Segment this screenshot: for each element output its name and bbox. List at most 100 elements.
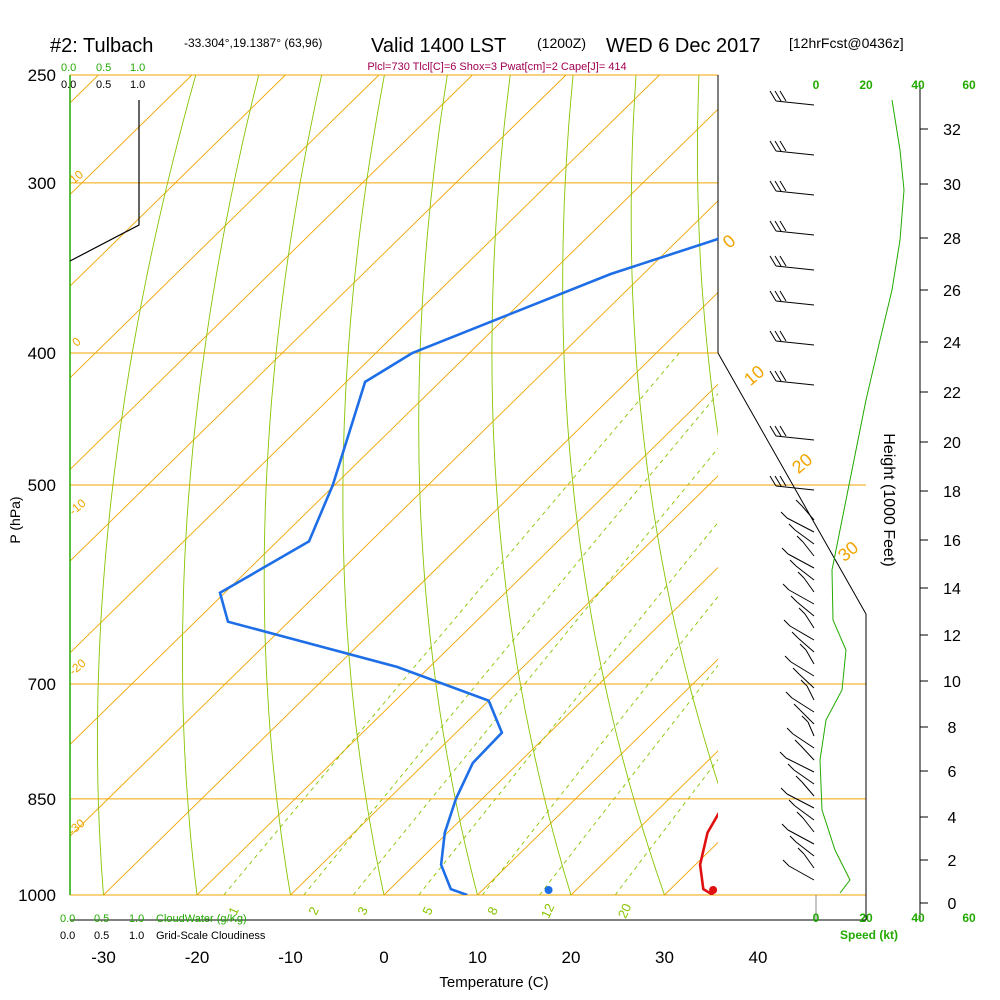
wind-barb xyxy=(794,739,815,761)
cloudwater-tick-top: 0.0 xyxy=(61,62,76,74)
title-utc: (1200Z) xyxy=(537,35,586,51)
cloudiness-label: Grid-Scale Cloudiness xyxy=(156,930,266,942)
speed-axis-label: Speed (kt) xyxy=(840,928,898,942)
isotherm-label: 0 xyxy=(69,334,83,349)
cloudiness-profile xyxy=(69,75,140,895)
wind-barb xyxy=(780,787,815,809)
dry-adiabat-line xyxy=(96,75,197,895)
wind-barb xyxy=(769,140,815,156)
cloudwater-tick-bottom: 0.0 xyxy=(60,913,75,925)
pressure-tick-label: 700 xyxy=(28,675,56,694)
wind-barb xyxy=(792,667,815,689)
height-tick-label: 30 xyxy=(943,177,961,194)
cloudwater-scale-bottom: 0.0 0.5 1.0 CloudWater (g/Kg) 0.0 0.5 1.… xyxy=(60,913,266,942)
isotherm-line xyxy=(383,566,718,895)
mixing-ratio-label: 5 xyxy=(419,904,436,917)
height-tick-label: 18 xyxy=(943,484,961,501)
wind-barbs xyxy=(769,90,815,881)
wind-barb xyxy=(795,775,815,797)
height-tick-label: 20 xyxy=(943,435,961,452)
isotherm-line xyxy=(0,75,5,895)
wind-barb xyxy=(786,727,815,749)
mixing-ratio-line xyxy=(539,664,718,895)
cloudwater-label: CloudWater (g/Kg) xyxy=(156,913,247,925)
height-tick-label: 22 xyxy=(943,385,961,402)
wind-barb xyxy=(791,631,815,653)
wind-barb xyxy=(782,583,815,605)
wind-barb xyxy=(781,823,815,845)
wind-barb xyxy=(788,799,815,821)
dry-adiabat-line xyxy=(342,75,385,895)
dry-adiabat-line xyxy=(697,75,718,437)
speed-tick-bottom: 0 xyxy=(813,911,820,925)
wind-barb xyxy=(798,607,815,629)
dry-adiabat-line xyxy=(491,75,572,895)
mixing-ratio-label: 8 xyxy=(484,904,501,917)
wind-barb xyxy=(799,643,815,665)
wind-barb xyxy=(796,811,815,833)
speed-scale: 0 20 40 60 0 20 40 60 Speed (kt) xyxy=(813,78,976,942)
pressure-tick-label: 250 xyxy=(28,66,56,85)
wind-barb xyxy=(796,535,815,557)
wind-barb xyxy=(769,425,815,441)
temperature-tick-label: -10 xyxy=(278,948,303,967)
wind-barb xyxy=(800,679,815,701)
wind-barb xyxy=(790,595,815,617)
cloudwater-tick-top: 1.0 xyxy=(130,62,145,74)
title-valid: Valid 1400 LST xyxy=(371,35,506,57)
height-tick-label: 14 xyxy=(943,581,961,598)
isotherm-line xyxy=(70,75,286,287)
wind-barb xyxy=(784,655,815,677)
speed-tick-top: 0 xyxy=(813,78,820,92)
wind-barb xyxy=(769,90,815,106)
wind-barb xyxy=(795,499,815,521)
wind-barb xyxy=(789,835,815,857)
wind-barb xyxy=(788,523,815,545)
wind-barb xyxy=(797,571,815,593)
cloudiness-tick-bottom: 0.5 xyxy=(94,930,109,942)
temperature-tick-label: 30 xyxy=(655,948,674,967)
wind-barb xyxy=(769,475,815,491)
parcel-trace xyxy=(776,103,871,485)
wind-barb xyxy=(793,703,815,725)
temperature-tick-label: -20 xyxy=(185,948,210,967)
dry-adiabat-line xyxy=(263,75,323,895)
temperature-tick-label: 0 xyxy=(379,948,388,967)
temperature-tick-label: 40 xyxy=(749,948,768,967)
wind-barb xyxy=(801,715,815,737)
pressure-tick-label: 1000 xyxy=(18,886,56,905)
wind-barb xyxy=(769,180,815,196)
isotherm-label: 0 xyxy=(719,231,740,253)
wind-barb xyxy=(782,859,815,881)
cloudiness-tick-top: 1.0 xyxy=(130,79,145,91)
title-date: WED 6 Dec 2017 xyxy=(606,35,761,57)
wind-barb xyxy=(779,751,815,773)
pressure-tick-label: 500 xyxy=(28,476,56,495)
dry-adiabat-line xyxy=(630,75,718,785)
dewpoint-trace xyxy=(218,236,718,895)
mixing-ratio-label: 12 xyxy=(538,901,558,920)
temperature-trace xyxy=(698,811,718,895)
wind-barb xyxy=(783,619,815,641)
plot-frame xyxy=(70,75,921,921)
isotherm-label: 20 xyxy=(788,449,816,477)
dry-adiabat-line xyxy=(418,75,478,895)
isobar-lines xyxy=(70,74,866,896)
isotherm-line xyxy=(477,658,718,895)
surface-temperature-marker xyxy=(709,886,718,894)
height-tick-label: 12 xyxy=(943,628,961,645)
cloudwater-tick-bottom: 0.5 xyxy=(94,913,109,925)
mixing-ratio-line xyxy=(352,447,718,895)
title-forecast: [12hrFcst@0436z] xyxy=(789,35,904,51)
wind-barb xyxy=(797,847,815,869)
isotherm-line xyxy=(852,75,1000,895)
temperature-tick-label: 20 xyxy=(562,948,581,967)
height-tick-label: 4 xyxy=(948,810,957,827)
temperature-axis-label: Temperature (C) xyxy=(439,974,548,991)
height-tick-label: 26 xyxy=(943,283,961,300)
wind-barb xyxy=(789,559,815,581)
pressure-tick-label: 850 xyxy=(28,790,56,809)
wind-speed-profile xyxy=(819,99,905,894)
